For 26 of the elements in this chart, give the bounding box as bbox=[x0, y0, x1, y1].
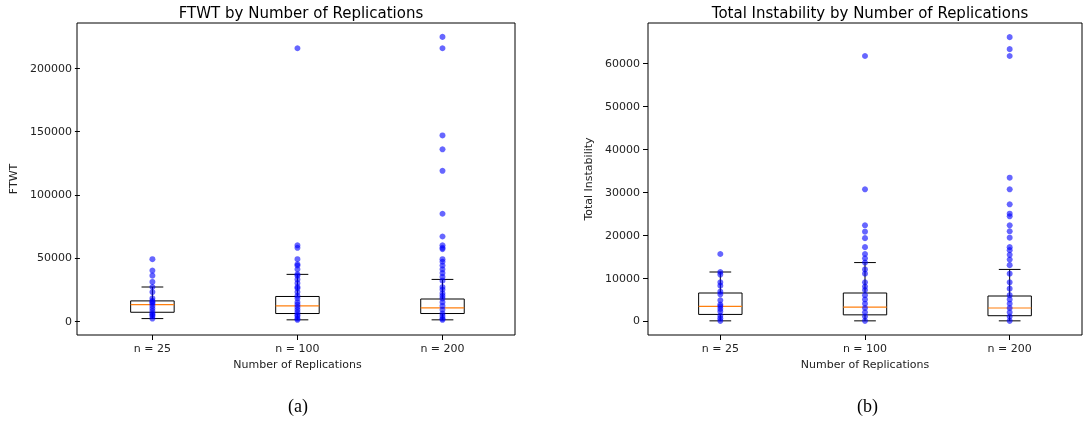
y-tick-label: 50000 bbox=[36, 251, 72, 265]
x-tick-label: n = 100 bbox=[842, 342, 888, 355]
y-tick-label: 30000 bbox=[605, 185, 640, 199]
x-tick-label: n = 200 bbox=[987, 342, 1032, 355]
x-axis-title: Number of Replications bbox=[233, 357, 362, 371]
y-tick-label: 10000 bbox=[605, 271, 640, 285]
y-tick-label: 150000 bbox=[29, 125, 72, 139]
x-tick-label: n = 25 bbox=[133, 342, 171, 355]
y-tick-label: 60000 bbox=[605, 57, 640, 71]
y-tick-label: 0 bbox=[633, 314, 640, 328]
y-axis-title: Total Instability bbox=[582, 136, 596, 222]
text: (b) bbox=[857, 396, 878, 417]
y-axis-title: FTWT bbox=[7, 163, 20, 195]
y-tick-label: 0 bbox=[64, 314, 72, 328]
chart-title: Total Instability by Number of Replications bbox=[710, 3, 1029, 22]
x-tick-label: n = 200 bbox=[420, 342, 465, 355]
y-tick-label: 20000 bbox=[605, 228, 640, 242]
text: (a) bbox=[288, 396, 308, 417]
y-tick-label: 100000 bbox=[29, 188, 72, 202]
x-axis-title: Number of Replications bbox=[800, 357, 930, 371]
chart-title: FTWT by Number of Replications bbox=[178, 3, 424, 22]
y-tick-label: 50000 bbox=[605, 100, 640, 114]
x-tick-label: n = 100 bbox=[275, 342, 320, 355]
y-tick-label: 200000 bbox=[29, 61, 72, 75]
y-tick-label: 40000 bbox=[605, 142, 640, 156]
x-tick-label: n = 25 bbox=[701, 342, 739, 355]
